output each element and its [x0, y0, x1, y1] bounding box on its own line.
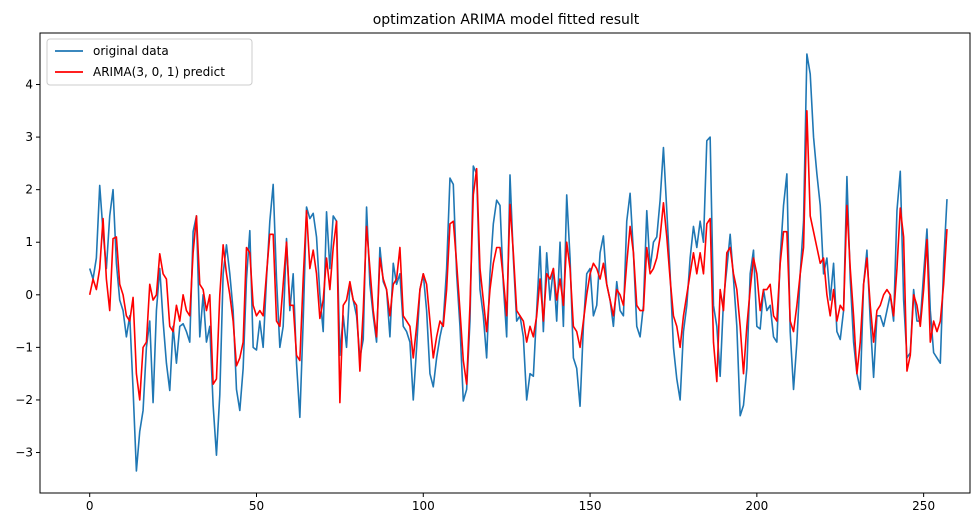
legend-label-arima-predict: ARIMA(3, 0, 1) predict	[93, 65, 225, 79]
x-tick-label: 250	[912, 499, 935, 513]
x-tick-label: 0	[86, 499, 94, 513]
y-tick-label: −3	[15, 446, 33, 460]
plot-area	[39, 32, 971, 494]
y-tick-label: 3	[25, 130, 33, 144]
y-tick-label: 4	[25, 78, 33, 92]
legend-label-original-data: original data	[93, 44, 169, 58]
series-line-arima-predict	[88, 110, 948, 404]
axes-frame	[39, 32, 971, 494]
x-tick-label: 200	[745, 499, 768, 513]
x-axis: 0 50 100 150 200 250	[86, 493, 935, 513]
x-tick-label: 100	[412, 499, 435, 513]
y-tick-label: 0	[25, 288, 33, 302]
x-tick-label: 50	[249, 499, 264, 513]
y-tick-label: −2	[15, 393, 33, 407]
y-tick-label: 2	[25, 183, 33, 197]
legend-box	[46, 38, 253, 86]
chart-title: optimzation ARIMA model fitted result	[373, 12, 640, 28]
y-axis: −3 −2 −1 0 1 2 3 4	[15, 78, 40, 460]
legend: original data ARIMA(3, 0, 1) predict	[46, 38, 253, 86]
x-tick-label: 150	[579, 499, 602, 513]
y-tick-label: 1	[25, 235, 33, 249]
y-tick-label: −1	[15, 340, 33, 354]
